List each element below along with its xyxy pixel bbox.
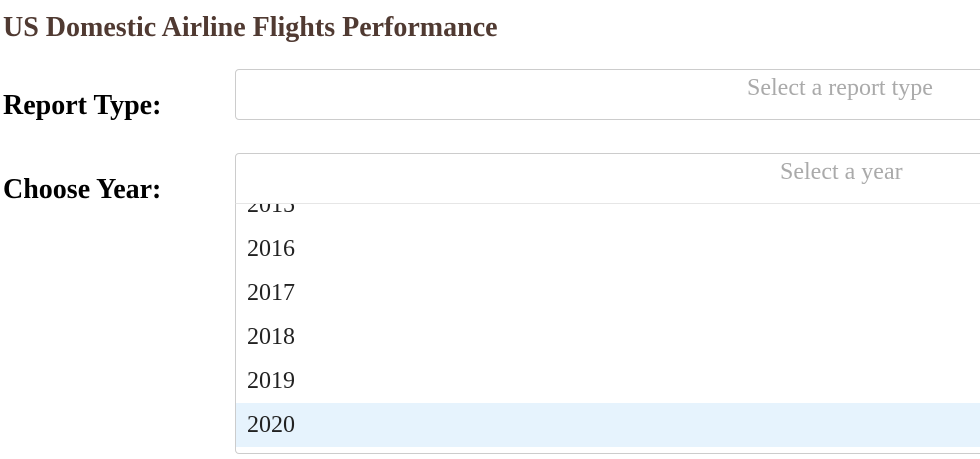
year-option-2019[interactable]: 2019 xyxy=(247,368,295,394)
year-option-2016[interactable]: 2016 xyxy=(247,236,295,262)
year-option-2017[interactable]: 2017 xyxy=(247,280,295,306)
year-option-2020[interactable]: 2020 xyxy=(236,403,980,447)
report-type-placeholder: Select a report type xyxy=(747,75,933,101)
report-type-label: Report Type: xyxy=(3,90,162,121)
year-option-2018[interactable]: 2018 xyxy=(247,324,295,350)
year-options-list: 2015 2016 2017 2018 2019 2020 xyxy=(236,203,980,447)
year-dropdown-menu[interactable]: 2015 2016 2017 2018 2019 2020 xyxy=(235,203,980,454)
choose-year-label: Choose Year: xyxy=(3,174,162,205)
report-type-dropdown[interactable]: Select a report type xyxy=(235,69,980,120)
page-title: US Domestic Airline Flights Performance xyxy=(3,12,498,43)
year-placeholder: Select a year xyxy=(780,159,903,185)
year-dropdown[interactable]: Select a year xyxy=(235,153,980,204)
year-option-2015[interactable]: 2015 xyxy=(247,203,295,218)
